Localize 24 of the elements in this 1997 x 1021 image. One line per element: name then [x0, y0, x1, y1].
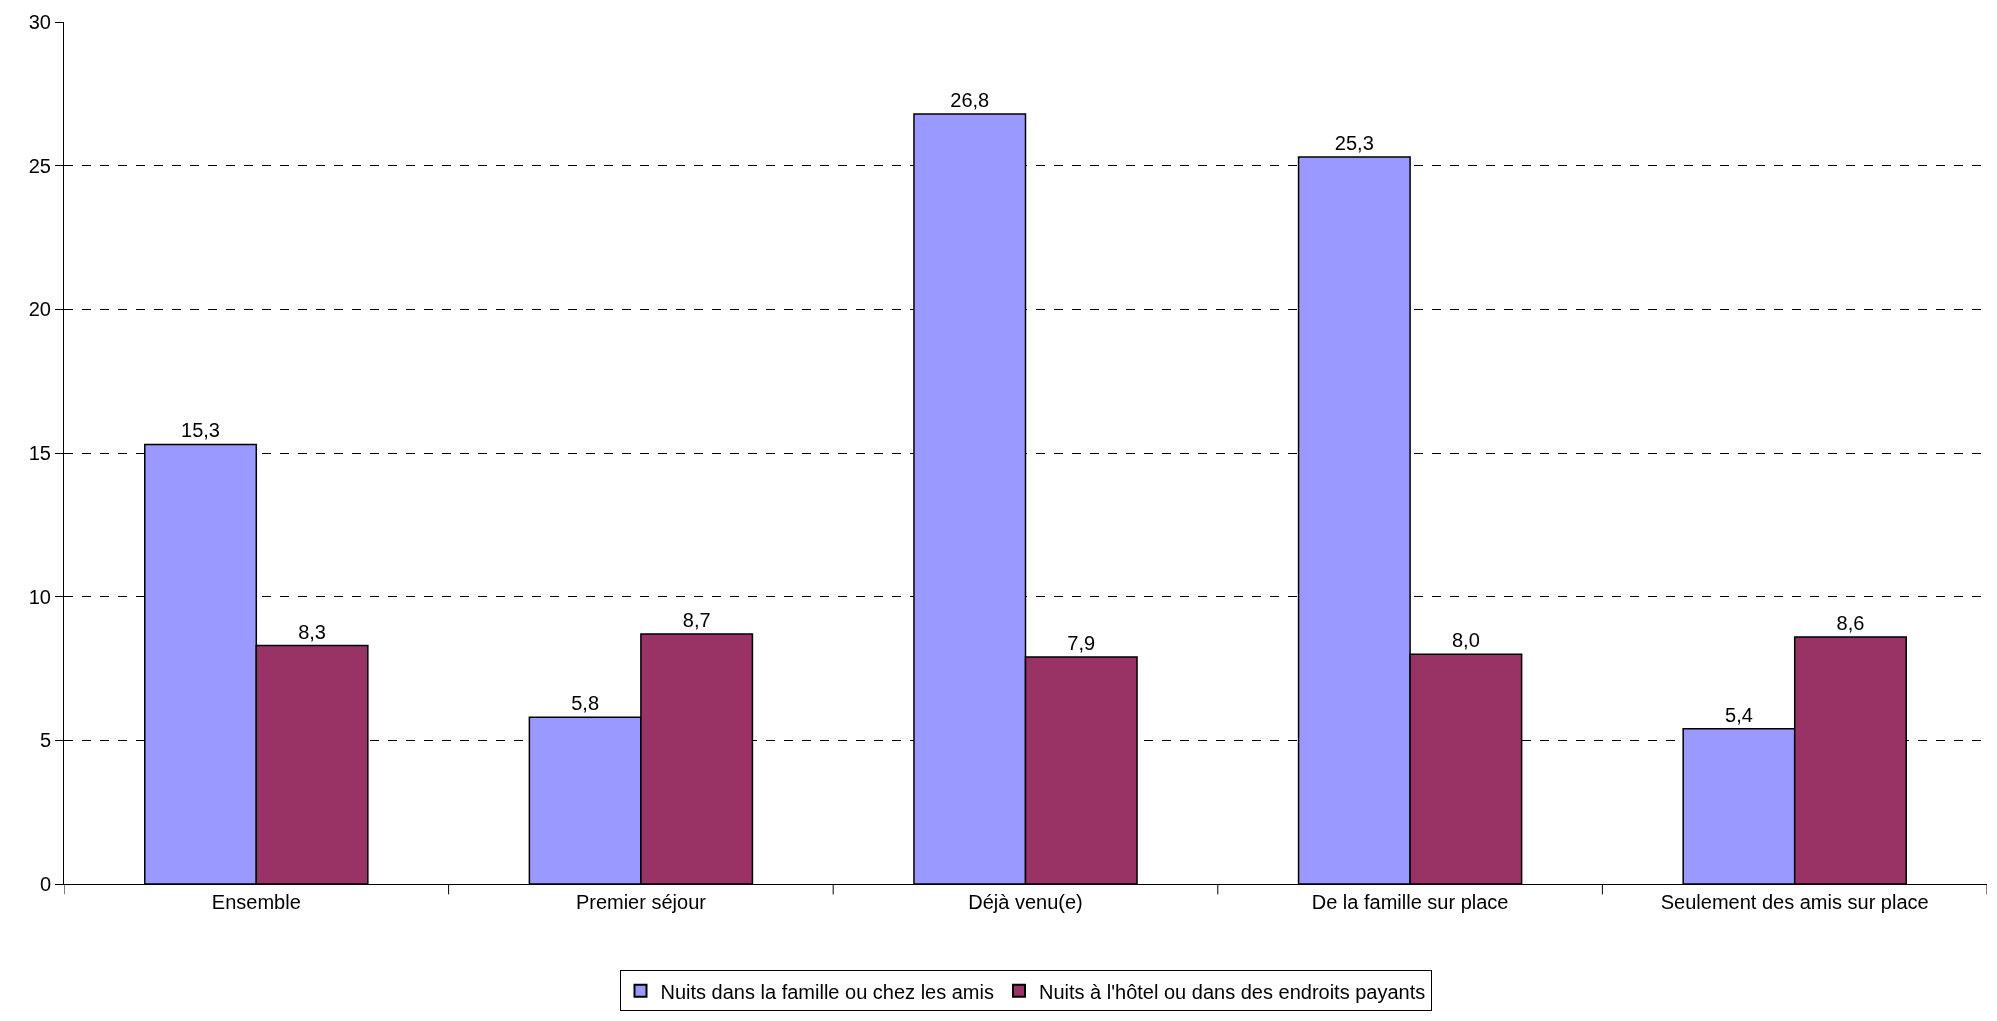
x-tick-label: De la famille sur place	[1311, 891, 1509, 913]
data-label: 8,7	[682, 609, 711, 632]
y-tick-label: 0	[39, 873, 51, 895]
y-tick-label: 25	[28, 154, 51, 177]
y-tick-label: 20	[28, 298, 51, 321]
y-tick-label: 30	[28, 11, 51, 33]
data-label: 5,8	[571, 692, 600, 715]
data-label: 5,4	[1725, 703, 1753, 726]
data-label: 15,3	[181, 419, 220, 442]
y-tick-label: 10	[28, 585, 51, 608]
data-label: 8,3	[298, 620, 326, 643]
data-label: 26,8	[950, 88, 990, 111]
x-tick-label: Premier séjour	[575, 891, 707, 913]
data-label: 7,9	[1067, 632, 1096, 655]
data-label: 25,3	[1334, 132, 1374, 155]
x-tick-label: Déjà venu(e)	[968, 891, 1083, 913]
y-tick-label: 15	[28, 442, 51, 464]
data-label: 8,6	[1836, 611, 1865, 634]
x-tick-label: Ensemble	[211, 891, 301, 913]
y-tick-label: 5	[39, 729, 51, 752]
x-tick-label: Seulement des amis sur place	[1660, 891, 1929, 913]
legend-label: Nuits à l'hôtel ou dans des endroits payants	[1038, 980, 1426, 1003]
legend-label: Nuits dans la famille ou chez les amis	[660, 980, 994, 1003]
data-label: 8,0	[1451, 629, 1480, 652]
